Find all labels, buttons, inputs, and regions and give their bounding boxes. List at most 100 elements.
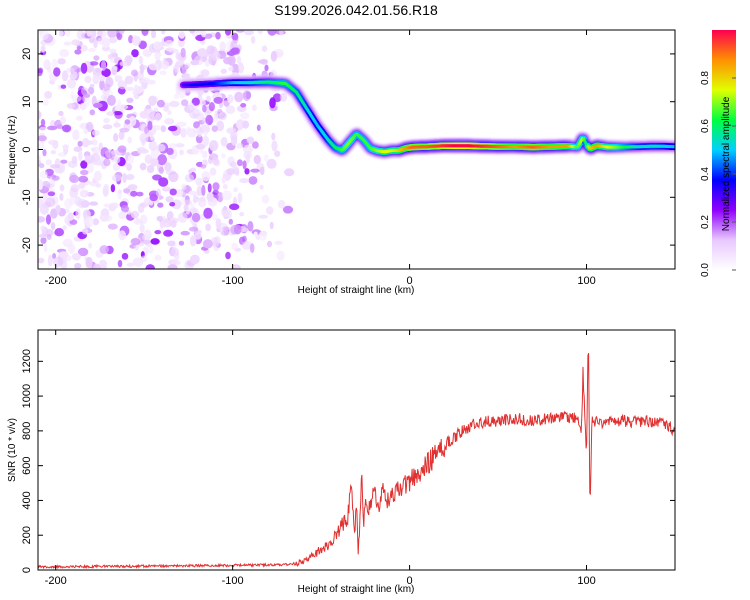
noise-speckle <box>193 121 200 129</box>
noise-speckle <box>274 240 283 245</box>
noise-speckle <box>188 226 199 232</box>
noise-speckle <box>169 201 176 207</box>
noise-speckle <box>211 125 218 132</box>
noise-speckle <box>59 184 65 192</box>
noise-speckle <box>100 60 107 72</box>
noise-speckle <box>127 184 138 191</box>
noise-speckle <box>54 228 64 237</box>
noise-speckle <box>107 54 113 60</box>
noise-speckle <box>231 63 240 75</box>
noise-speckle <box>234 91 244 103</box>
colorbar-fill <box>712 30 736 270</box>
noise-speckle <box>47 191 56 197</box>
noise-speckle <box>80 160 88 169</box>
spectrogram-x-ticks: -200 -100 0 100 <box>45 30 596 287</box>
noise-speckle <box>195 134 203 144</box>
noise-speckle <box>167 110 172 115</box>
colorbar-label: Normalized spectral amplitude <box>721 96 732 231</box>
noise-speckle <box>195 143 206 150</box>
noise-speckle <box>160 60 170 70</box>
noise-speckle <box>97 37 105 45</box>
noise-speckle <box>244 168 250 175</box>
snr-x-label: Height of straight line (km) <box>298 584 415 595</box>
noise-speckle <box>113 122 121 128</box>
noise-speckle <box>48 139 59 146</box>
noise-speckle <box>99 79 105 91</box>
noise-speckle <box>201 30 207 38</box>
noise-speckle <box>277 199 286 209</box>
noise-speckle <box>65 67 75 74</box>
noise-speckle <box>130 190 138 197</box>
noise-speckle <box>38 178 44 190</box>
noise-speckle <box>38 68 43 77</box>
noise-speckle <box>131 49 139 58</box>
noise-speckle <box>175 143 185 148</box>
noise-speckle <box>214 236 221 245</box>
noise-speckle <box>141 77 151 84</box>
noise-speckle <box>117 189 123 200</box>
noise-speckle <box>106 111 116 116</box>
noise-speckle <box>102 124 113 130</box>
noise-speckle <box>213 96 223 104</box>
noise-speckle <box>223 57 233 65</box>
noise-speckle <box>52 253 57 259</box>
noise-speckle <box>149 193 158 202</box>
noise-speckle <box>167 240 176 247</box>
snr-y-tick-label: 1200 <box>21 349 33 373</box>
noise-speckle <box>170 259 181 266</box>
noise-speckle <box>218 111 227 121</box>
noise-speckle <box>116 32 123 41</box>
noise-speckle <box>170 219 177 228</box>
noise-speckle <box>242 90 251 102</box>
noise-speckle <box>202 239 213 249</box>
noise-speckle <box>236 55 242 65</box>
noise-speckle <box>185 208 190 215</box>
noise-speckle <box>93 37 98 49</box>
noise-speckle <box>40 237 47 244</box>
noise-speckle <box>181 183 187 191</box>
noise-speckle <box>55 204 61 214</box>
noise-speckle <box>220 100 231 107</box>
noise-speckle <box>206 192 214 202</box>
noise-speckle <box>57 58 66 65</box>
noise-speckle <box>145 104 152 109</box>
noise-speckle <box>121 252 129 260</box>
noise-speckle <box>60 159 68 164</box>
colorbar-tick-label: 0.6 <box>700 119 711 133</box>
noise-speckle <box>78 182 86 189</box>
noise-speckle <box>221 226 231 231</box>
noise-speckle <box>196 185 203 197</box>
noise-speckle <box>72 129 80 141</box>
noise-speckle <box>44 91 53 99</box>
noise-speckle <box>84 75 92 84</box>
noise-speckle <box>230 47 240 55</box>
colorbar-tick-label: 0.8 <box>700 71 711 85</box>
spectrogram-y-tick-label: 10 <box>21 96 33 108</box>
noise-speckle <box>202 150 208 159</box>
noise-speckle <box>241 240 252 250</box>
noise-speckle <box>154 112 162 122</box>
noise-speckle <box>113 133 119 142</box>
noise-speckle <box>168 125 178 132</box>
noise-speckle <box>117 145 127 153</box>
noise-speckle <box>51 58 58 70</box>
snr-x-tick-label: -200 <box>45 575 67 587</box>
noise-speckle <box>39 170 48 180</box>
noise-speckle <box>75 208 81 220</box>
noise-speckle <box>164 118 173 125</box>
noise-speckle <box>153 96 158 104</box>
noise-speckle <box>206 45 215 55</box>
spectrogram-x-tick-label: 0 <box>407 275 413 287</box>
noise-speckle <box>92 218 100 226</box>
noise-speckle <box>267 30 277 36</box>
noise-speckle <box>113 111 123 116</box>
noise-speckle <box>233 187 238 193</box>
noise-speckle <box>39 30 49 41</box>
noise-speckle <box>259 184 264 190</box>
noise-speckle <box>123 188 131 194</box>
noise-speckle <box>148 140 157 151</box>
noise-speckle <box>150 238 160 245</box>
spectrogram-x-tick-label: -200 <box>45 275 67 287</box>
snr-frame <box>37 329 676 571</box>
